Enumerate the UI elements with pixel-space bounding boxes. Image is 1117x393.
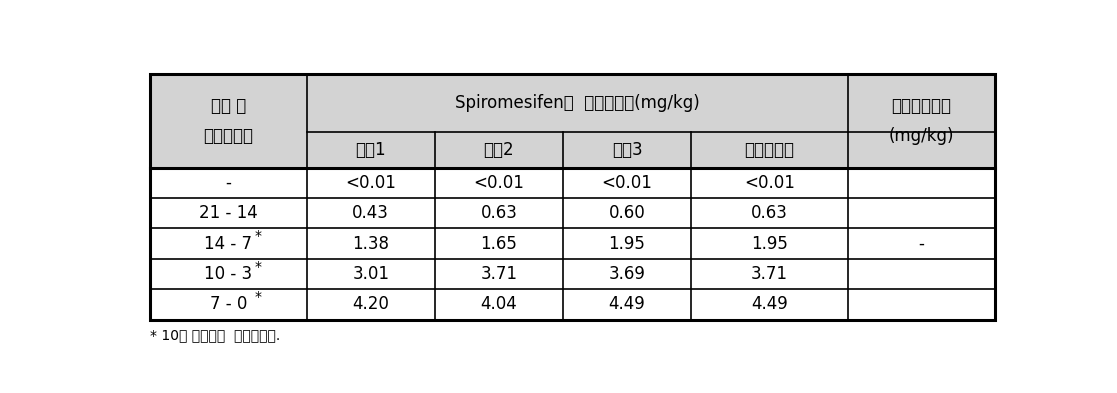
Text: 최대잔류량: 최대잔류량 — [744, 141, 794, 159]
Bar — [435, 228, 563, 259]
Text: 0.43: 0.43 — [352, 204, 389, 222]
Text: *: * — [255, 290, 261, 304]
Text: 10 - 3: 10 - 3 — [204, 265, 252, 283]
Text: 3.01: 3.01 — [352, 265, 389, 283]
Bar — [150, 289, 307, 320]
Bar — [150, 74, 307, 167]
Bar — [150, 259, 307, 289]
Bar — [691, 228, 848, 259]
Text: *: * — [255, 229, 261, 243]
Bar — [435, 289, 563, 320]
Text: 잔류허용기준
(mg/kg): 잔류허용기준 (mg/kg) — [889, 97, 954, 145]
Text: 0.63: 0.63 — [480, 204, 517, 222]
Text: 4.49: 4.49 — [609, 295, 646, 313]
Bar — [435, 132, 563, 167]
Bar — [848, 74, 995, 167]
Bar — [307, 167, 435, 198]
Bar — [150, 198, 307, 228]
Bar — [563, 228, 691, 259]
Bar — [563, 259, 691, 289]
Bar — [435, 259, 563, 289]
Bar — [848, 259, 995, 289]
Text: *: * — [255, 260, 261, 274]
Bar — [563, 198, 691, 228]
Text: <0.01: <0.01 — [345, 174, 397, 192]
Bar — [307, 74, 848, 132]
Bar — [307, 259, 435, 289]
Text: 1.95: 1.95 — [751, 235, 787, 253]
Bar — [307, 289, 435, 320]
Bar — [563, 289, 691, 320]
Bar — [150, 74, 995, 320]
Bar — [563, 167, 691, 198]
Bar — [848, 289, 995, 320]
Bar — [563, 132, 691, 167]
Text: 1.95: 1.95 — [609, 235, 646, 253]
Text: Spiromesifen의  환산잔류량(mg/kg): Spiromesifen의 환산잔류량(mg/kg) — [455, 94, 699, 112]
Text: 4.20: 4.20 — [352, 295, 389, 313]
Bar — [150, 228, 307, 259]
Text: 0.63: 0.63 — [751, 204, 787, 222]
Text: * 10배 희석하여  분석하였음.: * 10배 희석하여 분석하였음. — [150, 329, 280, 343]
Bar — [691, 198, 848, 228]
Text: 반복1: 반복1 — [355, 141, 386, 159]
Text: -: - — [918, 235, 924, 253]
Bar — [848, 228, 995, 259]
Text: 4.04: 4.04 — [480, 295, 517, 313]
Text: -: - — [226, 174, 231, 192]
Bar — [848, 167, 995, 198]
Text: 0.60: 0.60 — [609, 204, 646, 222]
Text: <0.01: <0.01 — [474, 174, 524, 192]
Bar — [691, 259, 848, 289]
Bar — [435, 198, 563, 228]
Text: 1.38: 1.38 — [352, 235, 389, 253]
Bar — [150, 167, 307, 198]
Text: 3.71: 3.71 — [751, 265, 787, 283]
Text: 수확 전
약제처리일: 수확 전 약제처리일 — [203, 97, 254, 145]
Text: 반복2: 반복2 — [484, 141, 514, 159]
Bar — [691, 132, 848, 167]
Text: 반복3: 반복3 — [612, 141, 642, 159]
Bar — [848, 198, 995, 228]
Bar — [435, 167, 563, 198]
Text: 1.65: 1.65 — [480, 235, 517, 253]
Text: 3.69: 3.69 — [609, 265, 646, 283]
Bar — [691, 289, 848, 320]
Text: 3.71: 3.71 — [480, 265, 517, 283]
Bar — [307, 198, 435, 228]
Bar — [307, 132, 435, 167]
Text: <0.01: <0.01 — [744, 174, 795, 192]
Bar — [307, 228, 435, 259]
Text: 14 - 7: 14 - 7 — [204, 235, 252, 253]
Text: 4.49: 4.49 — [751, 295, 787, 313]
Bar — [691, 167, 848, 198]
Text: 7 - 0: 7 - 0 — [210, 295, 247, 313]
Text: <0.01: <0.01 — [602, 174, 652, 192]
Text: 21 - 14: 21 - 14 — [199, 204, 258, 222]
